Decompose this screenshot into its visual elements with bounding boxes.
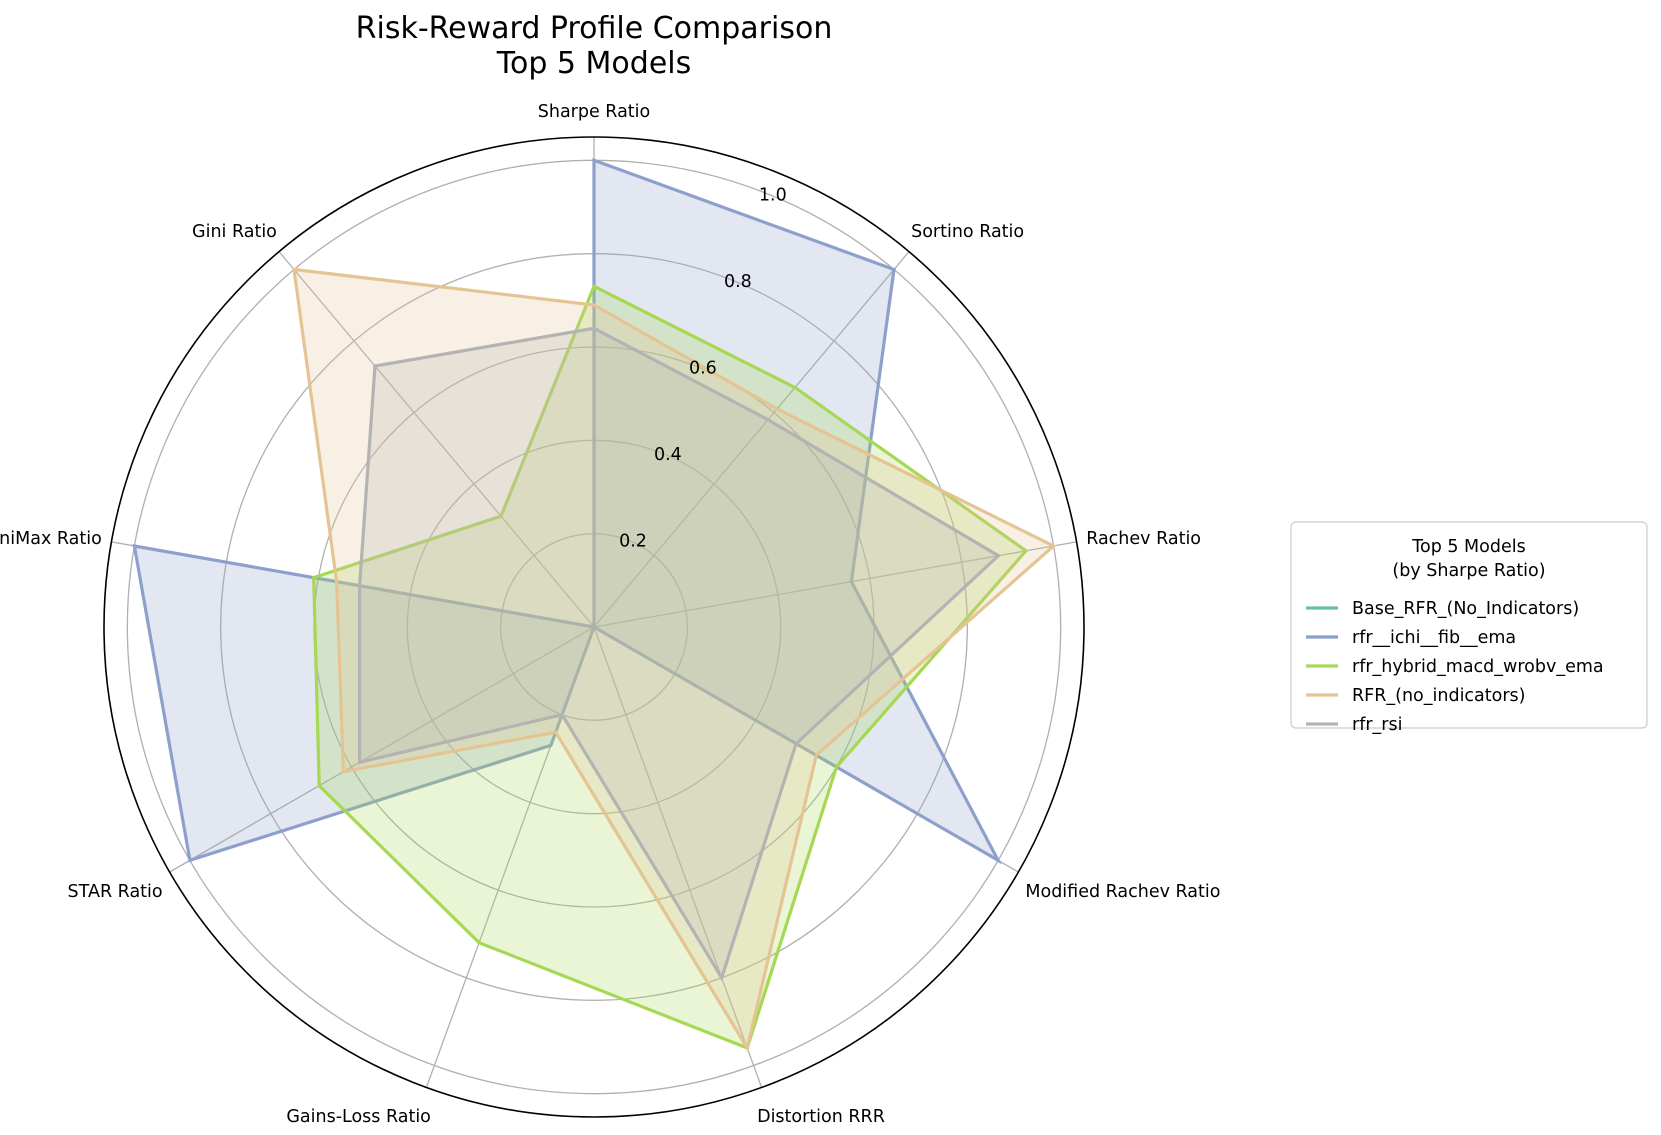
tick-label-layer: 0.2 0.4 0.6 0.8 1.0: [619, 185, 787, 551]
series-fill-4: [359, 328, 999, 978]
spoke-8: [278, 251, 595, 628]
series-line-3: [292, 267, 1057, 1053]
series-fill-1: [134, 160, 999, 861]
axis-label-7: MiniMax Ratio: [0, 529, 102, 549]
legend-label-0: Base_RFR_(No_Indicators): [1352, 599, 1579, 619]
series-line-4: [358, 326, 1002, 982]
tick-label-3: 0.8: [724, 272, 752, 292]
spoke-6: [169, 626, 595, 873]
legend-label-4: rfr_rsi: [1352, 715, 1402, 735]
axis-label-6: STAR Ratio: [68, 882, 163, 902]
series-fill-2: [313, 286, 1026, 1048]
legend: Top 5 Models (by Sharpe Ratio) Base_RFR_…: [1290, 521, 1648, 735]
spoke-1: [593, 251, 910, 628]
tick-label-0: 0.2: [619, 532, 647, 552]
tick-label-4: 1.0: [759, 185, 787, 205]
tick-label-2: 0.6: [689, 358, 717, 378]
axis-label-8: Gini Ratio: [192, 222, 277, 242]
outer-frame: [103, 136, 1085, 1118]
axis-label-2: Rachev Ratio: [1086, 529, 1201, 549]
legend-label-1: rfr__ichi__fib__ema: [1352, 628, 1516, 648]
series-fill-3: [294, 269, 1054, 1048]
spoke-4: [593, 626, 763, 1088]
legend-frame: [1290, 521, 1648, 729]
chart-title-line-2: Top 5 Models: [496, 46, 692, 81]
legend-title-line-2: (by Sharpe Ratio): [1392, 561, 1545, 581]
series-line-1: [132, 158, 1003, 865]
axis-label-3: Modified Rachev Ratio: [1025, 882, 1220, 902]
axis-label-1: Sortino Ratio: [911, 222, 1024, 242]
series-line-2: [312, 284, 1029, 1051]
axis-label-4: Distortion RRR: [757, 1107, 885, 1127]
chart-title-line-1: Risk-Reward Profile Comparison: [356, 11, 833, 46]
axis-label-layer: Sharpe Ratio Sortino Ratio Rachev Ratio Mod…: [0, 102, 1220, 1127]
tick-label-1: 0.4: [654, 445, 682, 465]
series-layer: [132, 158, 1057, 1053]
axis-label-0: Sharpe Ratio: [538, 102, 651, 122]
legend-label-2: rfr_hybrid_macd_wrobv_ema: [1352, 657, 1604, 677]
legend-label-3: RFR_(no_indicators): [1352, 686, 1526, 706]
legend-title-line-1: Top 5 Models: [1411, 537, 1525, 557]
axis-label-5: Gains-Loss Ratio: [286, 1107, 431, 1127]
